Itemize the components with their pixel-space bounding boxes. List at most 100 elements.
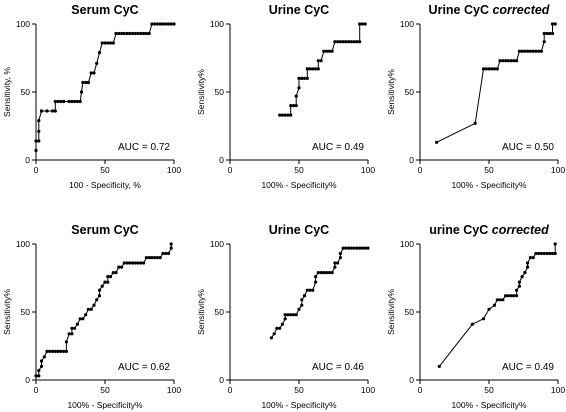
roc-point	[352, 40, 356, 44]
roc-point	[56, 349, 60, 353]
roc-point	[330, 49, 334, 53]
chart-title-main: Serum CyC	[71, 223, 138, 237]
roc-point	[319, 271, 323, 275]
roc-point	[114, 31, 118, 36]
roc-point	[164, 22, 168, 26]
roc-curve-line	[279, 23, 366, 116]
x-axis-label: 100% - Specificity%	[451, 400, 527, 410]
roc-point	[106, 280, 110, 284]
roc-point	[37, 129, 41, 133]
roc-point	[363, 246, 367, 250]
chart-panel-6: urine CyC corrected 0 50 100 0 50 100 100% - Sp…	[386, 223, 565, 410]
roc-point	[128, 31, 132, 36]
roc-point	[139, 31, 143, 36]
roc-point	[280, 322, 284, 326]
roc-point	[125, 31, 129, 36]
roc-point	[336, 261, 340, 265]
chart-title: urine CyC corrected	[429, 223, 549, 237]
chart-title-main: Urine CyC	[429, 3, 489, 17]
roc-point	[291, 104, 296, 108]
roc-point	[125, 261, 129, 265]
roc-point	[291, 313, 296, 317]
roc-point	[526, 261, 530, 265]
roc-point	[534, 49, 538, 53]
roc-point	[358, 246, 362, 250]
roc-point	[504, 59, 508, 63]
roc-point	[553, 242, 557, 246]
roc-point	[144, 31, 148, 36]
roc-point	[70, 332, 74, 336]
roc-point	[517, 280, 522, 284]
roc-point	[355, 40, 359, 44]
roc-point	[67, 99, 71, 104]
roc-point	[523, 271, 527, 275]
roc-point	[97, 51, 102, 55]
y-tick-label: 50	[215, 87, 225, 97]
roc-point	[506, 294, 510, 298]
y-axis-label: Sensitivity%	[196, 289, 206, 335]
roc-point	[280, 113, 284, 117]
roc-point	[39, 359, 44, 363]
roc-point	[283, 113, 287, 117]
x-tick-label: 0	[418, 385, 423, 395]
roc-point	[133, 261, 137, 265]
roc-point	[498, 59, 502, 63]
chart-title: Serum CyC	[71, 3, 138, 17]
y-axis-label: Sensitivity, %	[2, 67, 12, 117]
roc-point	[103, 280, 107, 284]
roc-point	[289, 313, 293, 317]
x-tick-label: 0	[418, 165, 423, 175]
roc-point	[37, 368, 41, 373]
roc-point	[492, 303, 497, 307]
roc-point	[161, 251, 165, 256]
roc-point	[89, 71, 93, 75]
roc-point	[278, 113, 282, 117]
roc-point	[106, 41, 110, 45]
roc-point	[506, 59, 510, 63]
roc-point	[75, 322, 79, 326]
roc-point	[84, 313, 88, 317]
roc-point	[106, 275, 110, 279]
roc-point	[39, 109, 44, 113]
x-tick-label: 100	[551, 385, 565, 395]
roc-point	[84, 80, 88, 85]
roc-point	[537, 251, 541, 256]
roc-point	[330, 271, 334, 275]
roc-point	[341, 40, 345, 44]
x-tick-label: 50	[484, 385, 494, 395]
roc-curve-line	[436, 23, 556, 143]
roc-point	[64, 349, 68, 353]
roc-point	[117, 31, 121, 36]
roc-point	[534, 251, 538, 256]
roc-point	[327, 271, 331, 275]
roc-point	[531, 256, 535, 260]
roc-point	[269, 336, 273, 340]
roc-point	[539, 49, 544, 53]
roc-point	[305, 288, 309, 292]
roc-point	[155, 22, 159, 26]
roc-point	[487, 307, 491, 311]
roc-point	[528, 49, 533, 53]
roc-point	[322, 49, 326, 53]
roc-point	[56, 99, 60, 104]
y-tick-label: 100	[210, 19, 224, 29]
roc-point	[169, 242, 173, 246]
roc-point	[111, 271, 115, 275]
roc-point	[51, 109, 55, 113]
roc-point	[117, 265, 121, 269]
roc-point	[512, 294, 516, 298]
roc-point	[344, 246, 348, 250]
roc-point	[142, 261, 146, 265]
roc-point	[358, 40, 362, 44]
roc-point	[158, 22, 162, 26]
y-tick-label: 50	[405, 87, 415, 97]
roc-point	[64, 340, 68, 344]
roc-point	[70, 99, 74, 104]
roc-point	[520, 49, 524, 53]
roc-point	[352, 246, 356, 250]
roc-point	[62, 349, 66, 353]
roc-point	[470, 322, 474, 326]
roc-point	[300, 303, 304, 307]
roc-point	[322, 271, 326, 275]
